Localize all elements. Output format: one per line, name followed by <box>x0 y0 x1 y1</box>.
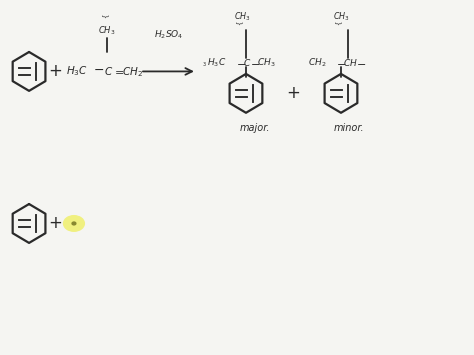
Circle shape <box>64 216 84 231</box>
Text: +: + <box>286 84 300 102</box>
Text: $-$: $-$ <box>236 58 246 67</box>
Text: +: + <box>48 214 62 233</box>
Text: $C$: $C$ <box>243 57 251 68</box>
Text: $\{$: $\{$ <box>101 14 112 20</box>
Text: +: + <box>48 62 62 81</box>
Text: $CH_3$: $CH_3$ <box>257 56 276 69</box>
Text: $CH_3$: $CH_3$ <box>333 10 350 23</box>
Text: $-$: $-$ <box>250 58 260 67</box>
Text: $H_3C$: $H_3C$ <box>66 65 88 78</box>
Text: $=$: $=$ <box>112 66 125 76</box>
Text: $CH_2$: $CH_2$ <box>122 65 143 79</box>
Text: $C$: $C$ <box>104 65 113 77</box>
Text: minor.: minor. <box>334 123 365 133</box>
Text: $CH_3$: $CH_3$ <box>98 24 115 37</box>
Circle shape <box>72 222 76 225</box>
Text: $CH$: $CH$ <box>343 57 358 68</box>
Text: $_3$: $_3$ <box>202 61 207 69</box>
Text: $\{$: $\{$ <box>335 21 346 27</box>
Text: $H_3C$: $H_3C$ <box>207 56 227 69</box>
Text: $-$: $-$ <box>93 63 104 76</box>
Text: $H_2SO_4$: $H_2SO_4$ <box>154 29 183 42</box>
Text: $-$: $-$ <box>336 58 346 67</box>
Text: $\{$: $\{$ <box>236 21 246 27</box>
Text: $CH_3$: $CH_3$ <box>234 10 250 23</box>
Text: $CH_2$: $CH_2$ <box>308 56 327 69</box>
Text: $-$: $-$ <box>356 58 366 67</box>
Text: major.: major. <box>239 123 270 133</box>
